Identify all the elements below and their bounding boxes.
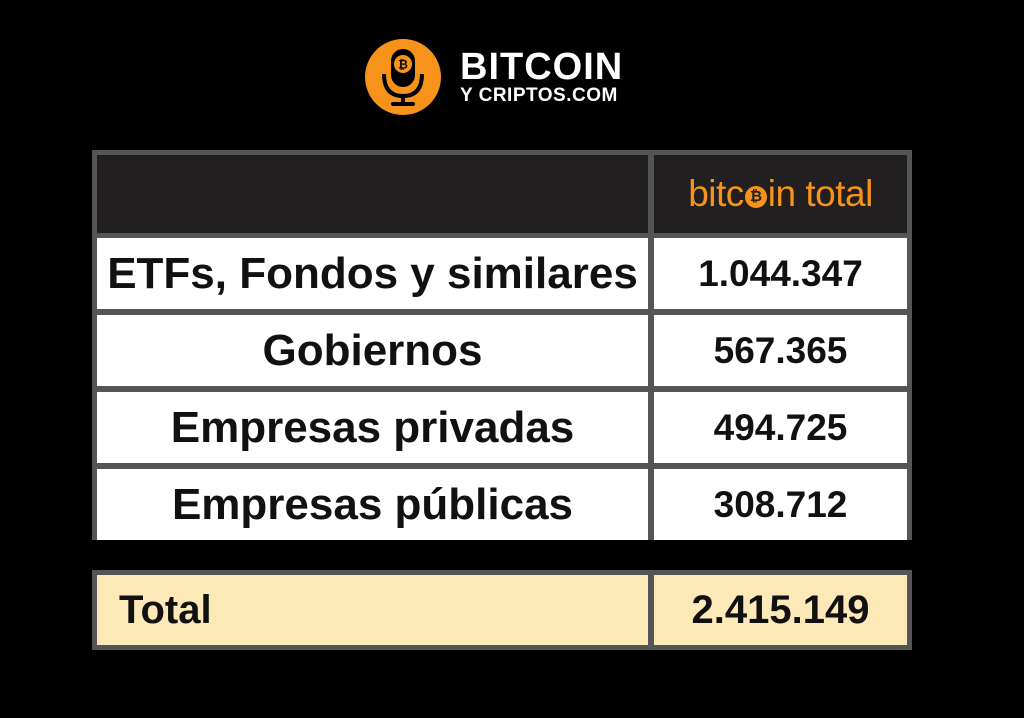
row-label: Empresas públicas	[171, 479, 574, 529]
total-label-cell: Total	[97, 575, 648, 645]
row-value: 567.365	[713, 329, 848, 371]
table-row-value-cell: 494.725	[654, 392, 907, 463]
brand-title: BITCOIN	[460, 46, 624, 88]
microphone-bitcoin-icon: ₿	[365, 39, 441, 115]
table-row-value-cell: 567.365	[654, 315, 907, 386]
table-row-label-cell: Empresas privadas	[97, 392, 648, 463]
total-row: Total 2.415.149	[92, 570, 912, 650]
total-value: 2.415.149	[691, 587, 870, 632]
total-value-cell: 2.415.149	[654, 575, 907, 645]
brand-logo: ₿ BITCOIN Y CRIPTOS.COM	[364, 38, 664, 120]
total-label: Total	[119, 587, 212, 632]
header-bitcoin-total: bitc ₿ in total	[654, 155, 907, 233]
header-empty-cell	[97, 155, 648, 233]
table-row-value-cell: 308.712	[654, 469, 907, 540]
table-row-label-cell: ETFs, Fondos y similares	[97, 238, 648, 309]
row-value: 1.044.347	[698, 252, 863, 294]
row-label: ETFs, Fondos y similares	[107, 248, 638, 298]
svg-text:₿: ₿	[398, 58, 408, 72]
brand-subtitle: Y CRIPTOS.COM	[460, 85, 618, 106]
holdings-table: bitc ₿ in total ETFs, Fondos y similares 1.…	[92, 150, 912, 540]
table-row-label-cell: Gobiernos	[97, 315, 648, 386]
column-header-label: bitc ₿ in total	[688, 173, 873, 214]
row-label: Gobiernos	[262, 325, 483, 375]
row-label: Empresas privadas	[170, 402, 575, 452]
row-value: 494.725	[713, 406, 848, 448]
table-row-label-cell: Empresas públicas	[97, 469, 648, 540]
table-row-value-cell: 1.044.347	[654, 238, 907, 309]
bitcoin-coin-icon: ₿	[744, 186, 767, 208]
row-value: 308.712	[713, 483, 848, 525]
